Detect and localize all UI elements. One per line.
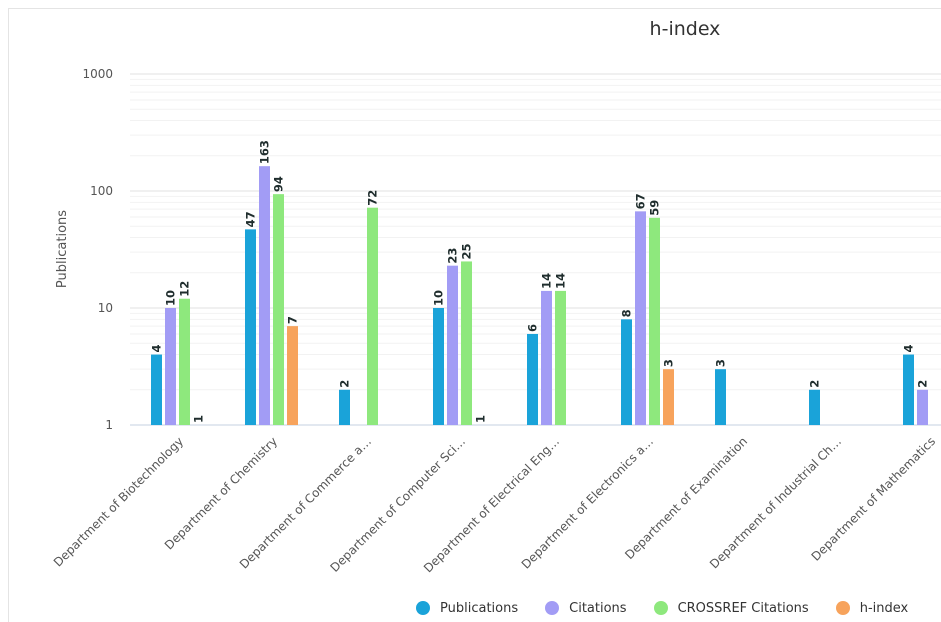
chart-legend: Publications Citations CROSSREF Citations h…: [416, 597, 941, 619]
bar: [663, 369, 674, 425]
data-label: 4: [902, 345, 916, 353]
bar: [715, 369, 726, 425]
bar: [151, 354, 162, 425]
y-tick-label: 100: [90, 184, 113, 198]
data-label: 94: [272, 176, 286, 192]
bar: [287, 326, 298, 425]
bar: [541, 290, 552, 425]
data-label: 4: [150, 345, 164, 353]
data-label: 2: [808, 380, 822, 388]
y-tick-label: 1: [105, 418, 113, 432]
legend-item[interactable]: h-index: [835, 600, 909, 616]
legend-label: CROSSREF Citations: [677, 600, 809, 616]
legend-label: Citations: [569, 600, 627, 616]
legend-item[interactable]: Publications: [416, 601, 518, 616]
data-label: 163: [258, 140, 272, 164]
data-label: 3: [714, 359, 728, 367]
data-label: 7: [286, 316, 300, 324]
bar: [339, 389, 350, 425]
legend-marker-icon: [416, 601, 430, 615]
bar: [367, 207, 378, 425]
data-label: 72: [366, 190, 380, 206]
legend-label: h-index: [859, 600, 909, 616]
data-label: 1: [474, 415, 488, 423]
bar: [555, 290, 566, 425]
legend-item[interactable]: Citations: [545, 600, 627, 616]
legend-item[interactable]: CROSSREF Citations: [653, 600, 809, 616]
data-label: 12: [178, 281, 192, 297]
legend-marker-icon: [545, 601, 560, 615]
bar: [621, 319, 632, 425]
data-label: 10: [432, 290, 446, 306]
bar: [273, 194, 284, 425]
bar: [165, 308, 176, 425]
y-tick-label: 10: [98, 301, 113, 315]
data-label: 25: [460, 243, 474, 259]
bar: [179, 298, 190, 425]
y-tick-label: 1000: [82, 67, 113, 81]
legend-label: Publications: [440, 600, 519, 616]
x-tick-label: Department of Biotechnology: [51, 434, 186, 569]
bar: [433, 308, 444, 425]
data-label: 1: [192, 415, 206, 423]
data-label: 47: [244, 211, 258, 227]
data-label: 2: [338, 380, 352, 388]
bar: [245, 229, 256, 425]
data-label: 14: [554, 273, 568, 289]
bar: [635, 211, 646, 425]
bar: [447, 265, 458, 425]
chart-title: h-index: [649, 18, 721, 40]
bar: [527, 333, 538, 425]
data-label: 67: [634, 193, 648, 209]
bar: [649, 217, 660, 425]
bar: [917, 389, 928, 425]
data-label: 10: [164, 290, 178, 306]
bar: [461, 261, 472, 425]
bar: [903, 354, 914, 425]
data-label: 59: [648, 200, 662, 216]
legend-marker-icon: [835, 601, 850, 615]
legend-marker-icon: [653, 601, 668, 615]
y-axis-title: Publications: [55, 210, 70, 288]
data-label: 3: [662, 359, 676, 367]
data-label: 14: [540, 273, 554, 289]
data-label: 8: [620, 309, 634, 317]
bar: [259, 166, 270, 425]
bar: [809, 389, 820, 425]
data-label: 23: [446, 248, 460, 264]
chart-frame: [8, 8, 941, 622]
data-label: 6: [526, 324, 540, 332]
data-label: 2: [916, 380, 930, 388]
